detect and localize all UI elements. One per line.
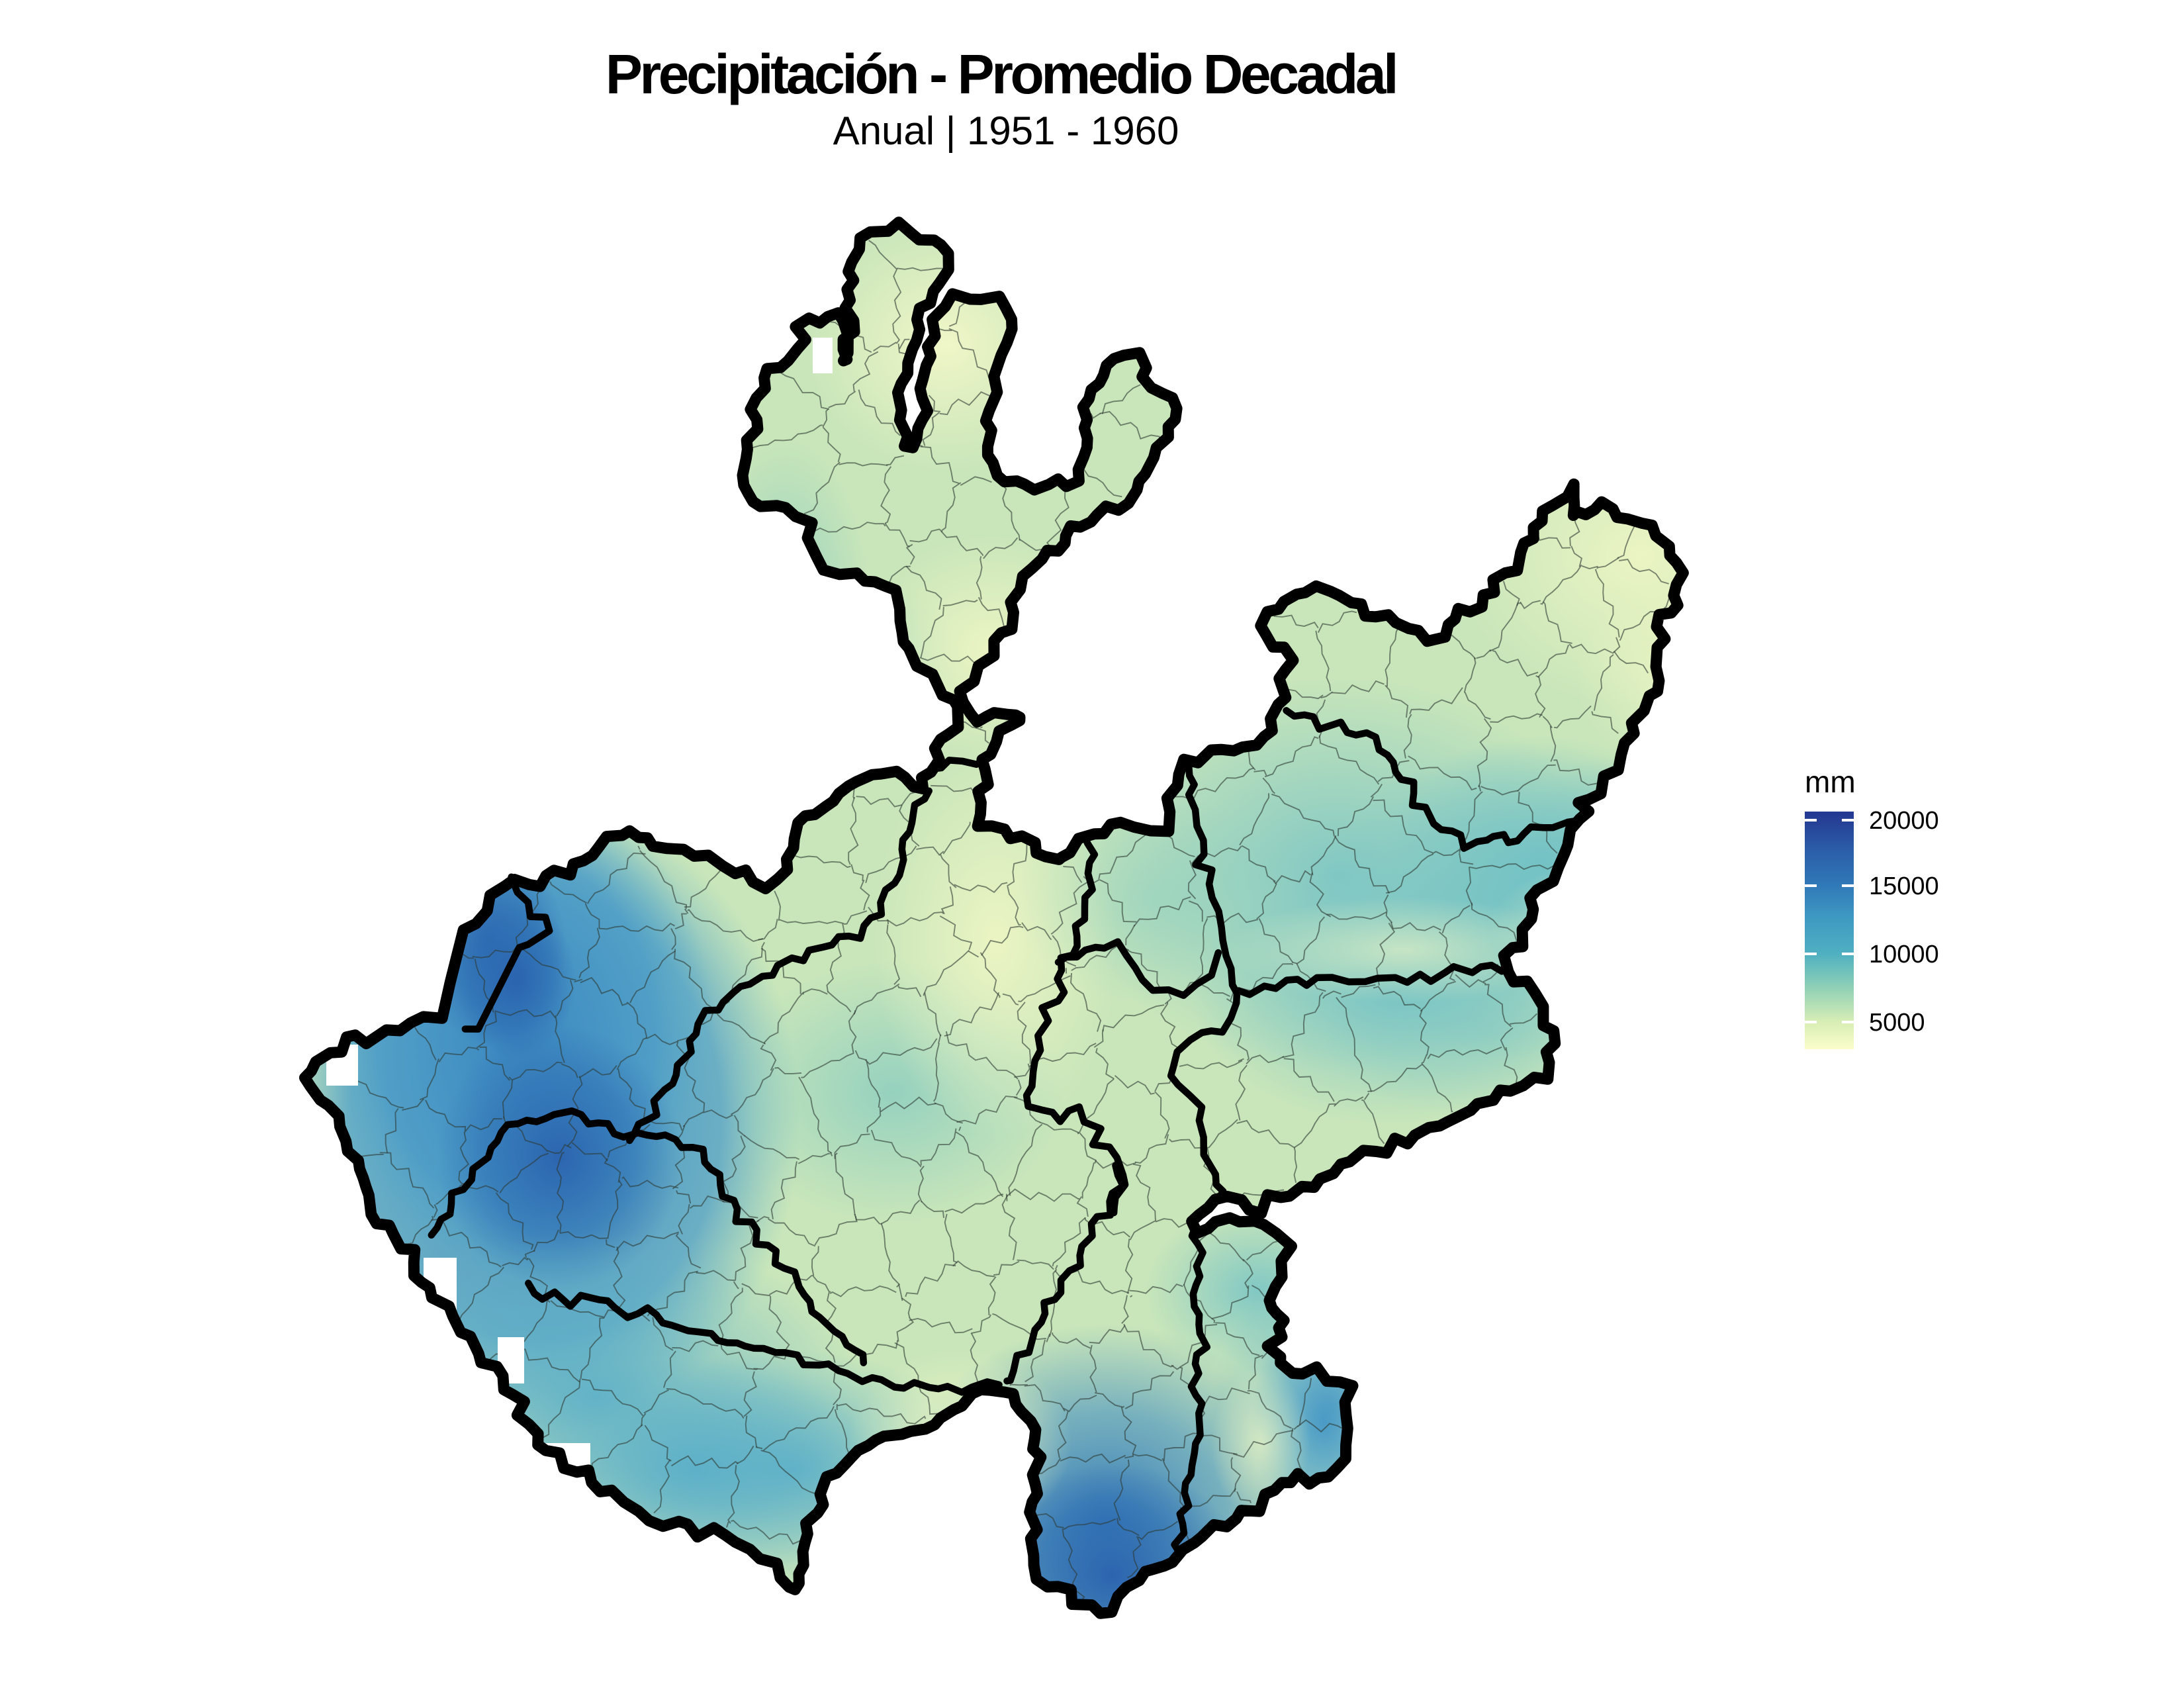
svg-text:15000: 15000 <box>1869 872 1939 900</box>
svg-text:Anual | 1951 - 1960: Anual | 1951 - 1960 <box>833 109 1179 153</box>
svg-text:Precipitación - Promedio Decad: Precipitación - Promedio Decadal <box>606 43 1396 105</box>
svg-text:mm: mm <box>1805 765 1856 799</box>
svg-text:5000: 5000 <box>1869 1009 1925 1037</box>
svg-text:20000: 20000 <box>1869 807 1939 835</box>
svg-text:10000: 10000 <box>1869 941 1939 968</box>
